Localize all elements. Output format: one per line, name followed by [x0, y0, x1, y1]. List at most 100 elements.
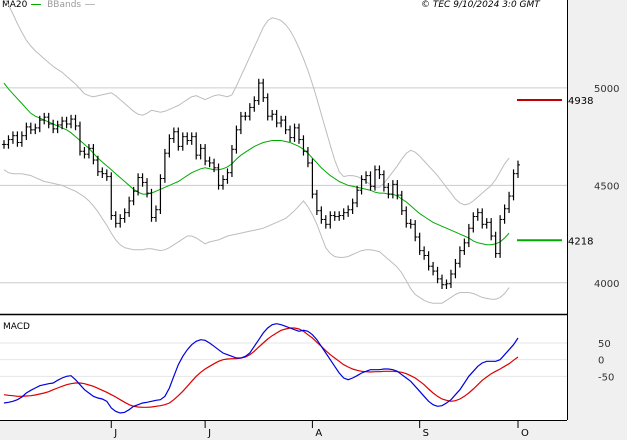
price-bar: [153, 205, 158, 222]
price-bar: [489, 218, 494, 241]
price-bar: [507, 191, 512, 214]
ma20-path: [3, 82, 510, 246]
price-bar: [301, 135, 306, 156]
price-bar: [346, 205, 351, 217]
price-bar: [158, 174, 163, 214]
price-bar: [86, 144, 91, 159]
price-bar: [127, 196, 132, 217]
macd-line: [3, 323, 519, 414]
price-bar: [462, 238, 467, 255]
price-bar: [167, 134, 172, 158]
price-bar: [109, 172, 114, 220]
price-bar: [243, 111, 248, 121]
price-bar: [328, 211, 333, 229]
price-bar: [323, 215, 328, 229]
price-bar: [64, 116, 69, 129]
price-bar: [10, 131, 15, 144]
price-bar: [448, 269, 453, 289]
price-bar: [225, 168, 230, 184]
support-level-label: 4218: [568, 236, 593, 247]
price-bar: [131, 186, 136, 206]
price-bar: [162, 148, 167, 183]
price-bar: [265, 93, 270, 121]
macd-tick-label: 0: [598, 356, 604, 367]
copyright-text: © TEC 9/10/2024 3:0 GMT: [421, 0, 540, 10]
price-bar: [216, 163, 221, 190]
price-bar: [2, 140, 6, 149]
time-tick-label: J: [113, 428, 117, 439]
price-bar: [341, 208, 346, 220]
price-bar: [372, 165, 377, 191]
price-bar: [283, 115, 288, 135]
macd-tick-label: 50: [598, 339, 611, 350]
price-bar: [364, 171, 369, 184]
price-bar: [171, 127, 176, 143]
macd-panel: 50 0 -50: [0, 323, 614, 414]
price-bar: [274, 109, 279, 128]
price-bar: [185, 132, 190, 145]
time-tick-label: A: [315, 428, 322, 439]
price-bar: [82, 146, 87, 159]
price-bar: [480, 208, 485, 229]
price-bar: [203, 144, 208, 166]
time-axis-panel: [0, 420, 567, 440]
price-bar: [122, 208, 127, 223]
time-tick-label: S: [423, 428, 429, 439]
price-bar: [279, 115, 284, 128]
price-bar: [395, 180, 400, 200]
price-bar: [19, 131, 24, 147]
price-bar: [95, 155, 100, 177]
price-bar: [91, 144, 96, 165]
price-bar: [24, 122, 29, 140]
price-bar: [51, 119, 56, 134]
price-bar: [404, 206, 409, 228]
price-bar: [426, 251, 431, 271]
price-bar: [502, 204, 507, 224]
price-bar: [444, 279, 449, 290]
price-bar: [368, 171, 373, 191]
price-tick-label: 5000: [594, 84, 619, 95]
price-bar: [252, 96, 257, 112]
price-bar: [6, 135, 11, 149]
price-bar: [408, 219, 413, 229]
price-bar: [493, 231, 498, 258]
price-bar: [498, 215, 503, 258]
price-tick-label: 4000: [594, 279, 619, 290]
price-axis: 4000 4500 5000: [594, 84, 619, 290]
price-bar: [431, 261, 436, 276]
price-bar: [212, 158, 217, 173]
price-bar: [42, 112, 47, 125]
price-bar: [198, 144, 203, 160]
price-bar: [332, 211, 337, 221]
price-bar: [46, 112, 51, 129]
time-tick-label: O: [521, 428, 529, 439]
price-bar: [359, 175, 364, 195]
price-bar: [319, 206, 324, 224]
price-bar: [261, 78, 266, 102]
price-bar: [422, 246, 427, 260]
bb-upper-line: [5, 0, 510, 206]
price-levels: 4938 4218: [517, 96, 593, 247]
price-bar: [314, 189, 319, 215]
price-bars: [2, 78, 520, 290]
price-bar: [466, 223, 471, 248]
price-bar: [77, 121, 82, 156]
price-bar: [33, 123, 38, 135]
price-bar: [73, 114, 78, 131]
price-bar: [28, 122, 33, 135]
price-bar: [136, 173, 141, 196]
price-bar: [221, 175, 226, 190]
legend-ma20-swatch: [31, 4, 42, 5]
price-bar: [194, 132, 199, 160]
price-bar: [390, 180, 395, 199]
macd-tick-label: -50: [598, 372, 614, 383]
price-bar: [440, 274, 445, 290]
price-bar: [207, 156, 212, 168]
price-bar: [350, 198, 355, 214]
price-bar: [140, 173, 145, 187]
price-bar: [100, 167, 105, 178]
price-bar: [55, 120, 60, 134]
price-bar: [60, 116, 65, 130]
price-bar: [145, 178, 150, 198]
